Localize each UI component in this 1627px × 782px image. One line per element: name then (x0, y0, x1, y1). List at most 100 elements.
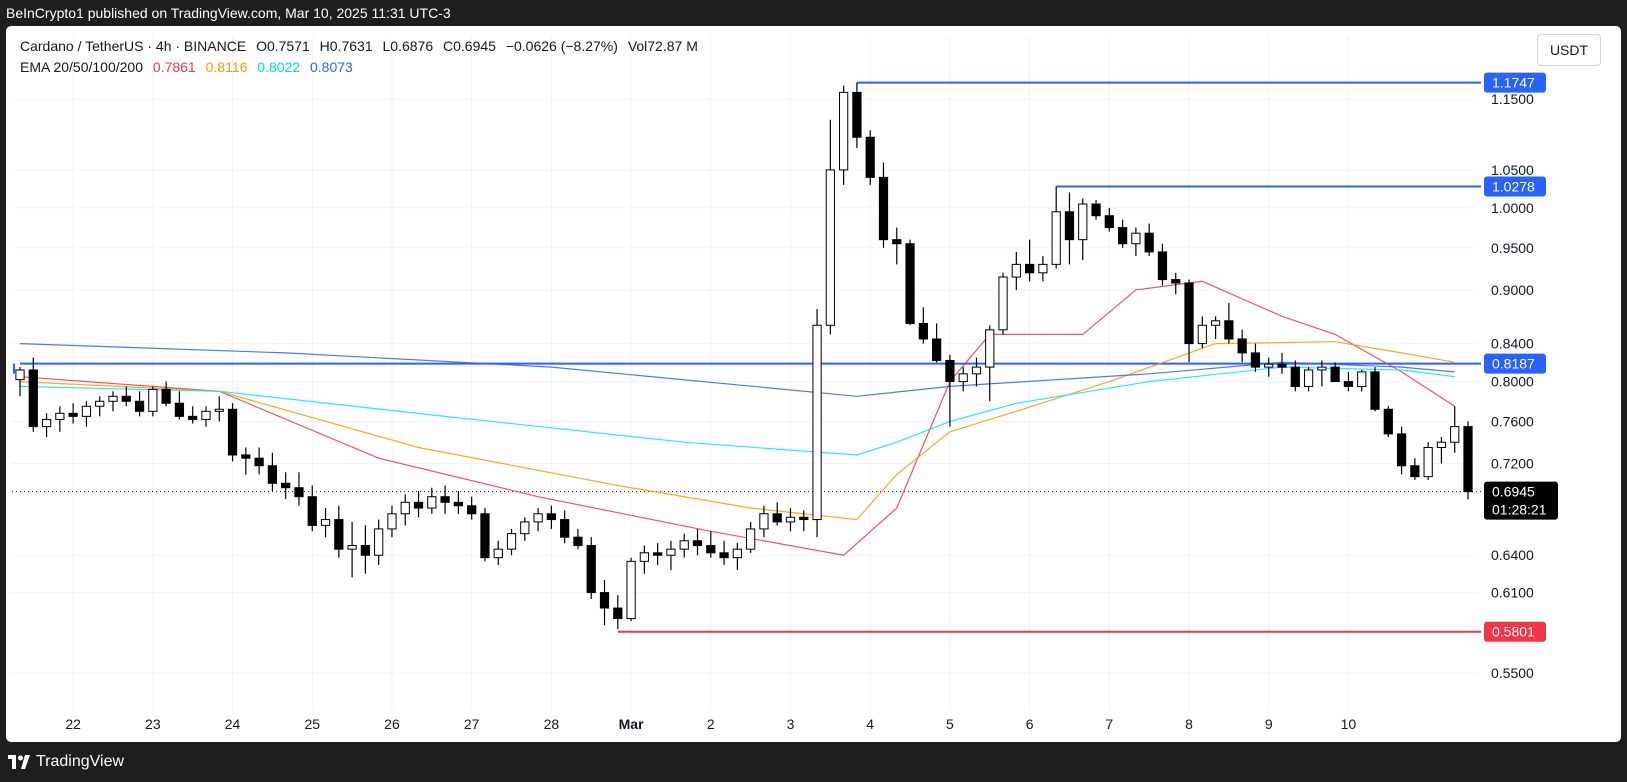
candles (15, 82, 1473, 630)
candle-body-up (825, 169, 835, 326)
candle (1237, 329, 1247, 363)
chart-frame[interactable]: 0.5500 0.6100 0.6400 0.7200 0.7600 0.8000 0.84… (6, 26, 1621, 742)
ema200-value: 0.8073 (310, 59, 353, 75)
candle (692, 528, 703, 556)
x-tick-label: Mar (619, 716, 644, 732)
candle-body-down (1383, 408, 1393, 435)
candle-body-up (1197, 324, 1207, 345)
candle (1210, 316, 1221, 339)
candle-body-up (41, 418, 52, 428)
candle (347, 521, 357, 578)
x-tick-label: 6 (1026, 716, 1034, 732)
candle (294, 472, 304, 506)
candle-body-down (878, 176, 889, 241)
candle-body-down (546, 513, 556, 521)
candle-body-down (613, 607, 623, 620)
candle-body-down (932, 338, 942, 361)
candle-body-down (440, 496, 450, 503)
candle-body-up (95, 400, 105, 407)
candle-body-down (1277, 363, 1287, 368)
candle (254, 447, 264, 475)
candle (1290, 360, 1300, 392)
candle-body-down (121, 395, 131, 402)
candle (1038, 256, 1048, 282)
price-chart[interactable]: 0.5500 0.6100 0.6400 0.7200 0.7600 0.8000 0.84… (6, 26, 1621, 742)
ema-row: EMA 20/50/100/200 0.7861 0.8116 0.8022 0… (20, 57, 704, 78)
tradingview-brand[interactable]: TradingView (36, 753, 125, 770)
x-tick-label: 23 (145, 716, 161, 732)
candle (719, 540, 729, 566)
candle-body-up (1357, 371, 1367, 387)
candle (1277, 352, 1287, 374)
candle (174, 391, 185, 420)
volume-value: Vol72.87 M (627, 38, 698, 54)
candle (134, 391, 145, 417)
candle (95, 396, 105, 417)
candle-body-up (971, 366, 982, 375)
candle-body-up (839, 91, 849, 171)
candle-body-down (1171, 279, 1181, 284)
candle (1317, 360, 1327, 387)
candle-body-up (320, 519, 331, 526)
footer-bar: TradingView (0, 742, 1627, 782)
symbol-label[interactable]: Cardano / TetherUS · 4h · BINANCE (20, 38, 247, 54)
candle (746, 521, 756, 553)
candle (81, 401, 92, 427)
ohlc-row: Cardano / TetherUS · 4h · BINANCE O0.757… (20, 36, 704, 57)
candle (1091, 200, 1101, 220)
x-tick-label: 4 (866, 716, 874, 732)
candle (865, 130, 875, 185)
candle-body-up (1317, 366, 1327, 371)
candle (493, 540, 503, 566)
candle-body-down (918, 322, 928, 340)
candle-body-up (55, 412, 65, 420)
candle (1423, 442, 1433, 480)
y-tick-label: 0.6400 (1491, 547, 1534, 563)
y-tick-label: 0.9500 (1491, 240, 1534, 256)
candle (1131, 227, 1141, 257)
ema-label[interactable]: EMA 20/50/100/200 (20, 59, 143, 75)
candle (1463, 421, 1473, 500)
candle (1396, 426, 1407, 475)
candle (1224, 302, 1234, 344)
candle-body-up (1210, 320, 1221, 326)
candle (360, 525, 371, 574)
candle (201, 406, 211, 427)
candle (440, 485, 450, 514)
x-tick-label: 8 (1185, 716, 1193, 732)
ema100-value: 0.8022 (257, 59, 301, 75)
y-tick-label: 0.8400 (1491, 336, 1534, 352)
candle-body-up (81, 405, 92, 417)
candle-body-up (1131, 232, 1141, 245)
currency-button[interactable]: USDT (1537, 34, 1601, 66)
candle (480, 508, 490, 562)
candle (653, 543, 663, 566)
candle (400, 494, 410, 526)
level-price-tag (1484, 621, 1546, 642)
candle (1330, 362, 1340, 383)
candle-body-down (1144, 232, 1154, 253)
y-tick-label: 0.5500 (1491, 665, 1534, 681)
candle (945, 354, 955, 427)
x-tick-label: 3 (787, 716, 795, 732)
ema50-value: 0.8116 (205, 59, 248, 75)
candle (1011, 251, 1021, 290)
candle-body-up (1423, 447, 1433, 478)
candle-body-up (1038, 263, 1048, 274)
candle-body-down (772, 513, 782, 523)
candle-body-down (905, 243, 915, 324)
candle (1157, 243, 1168, 286)
candle-body-down (1343, 381, 1354, 387)
candle-body-up (785, 516, 796, 523)
countdown-label: 01:28:21 (1492, 502, 1547, 518)
tradingview-logo-icon[interactable] (8, 755, 30, 769)
candle-body-up (759, 513, 769, 530)
candle (1264, 357, 1274, 377)
candle (732, 543, 742, 570)
candle-body-up (1450, 426, 1460, 443)
candle-body-up (679, 540, 689, 550)
candle-body-down (586, 545, 596, 594)
candle-body-up (1078, 203, 1088, 241)
candle (918, 307, 928, 344)
grid-layer (12, 36, 1476, 710)
